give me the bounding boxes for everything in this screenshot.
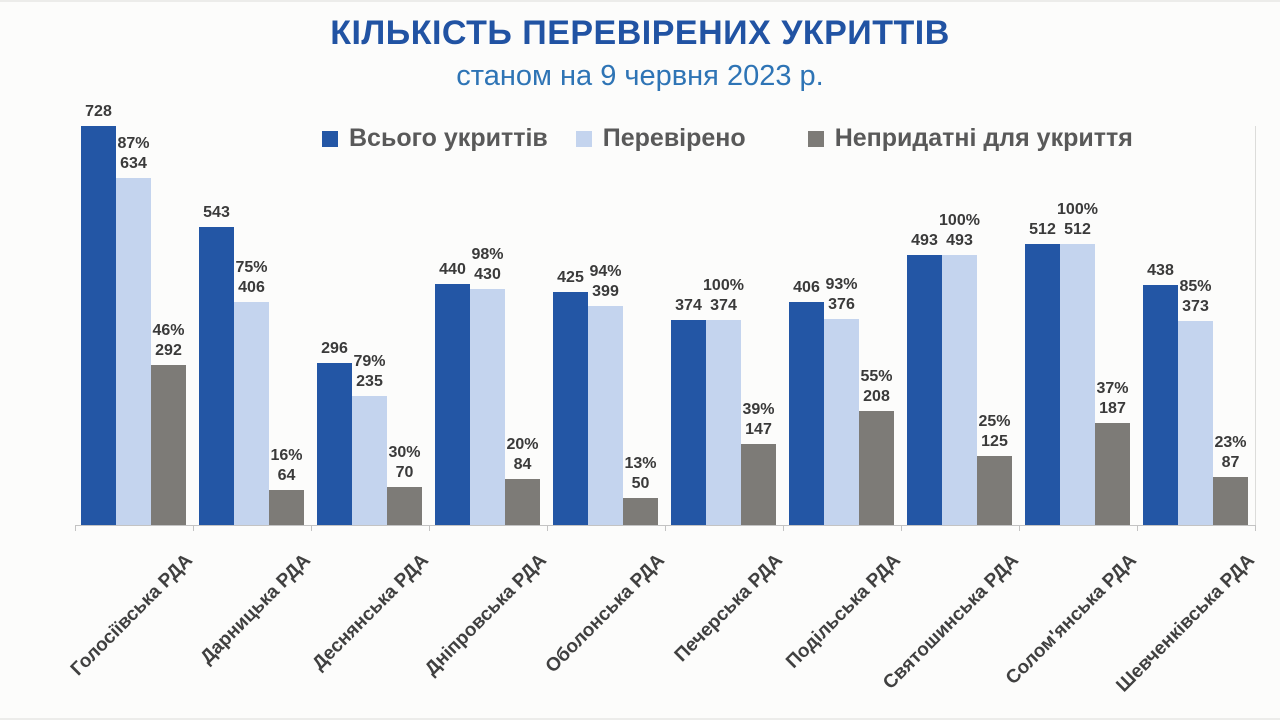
bar-label-checked-8: 100% 512 xyxy=(1057,201,1098,238)
bar-unfit-9 xyxy=(1213,477,1248,525)
bar-unfit-5 xyxy=(741,444,776,525)
legend-swatch-unfit-icon xyxy=(807,130,824,147)
category-group: 440 98% 430 20% 84 xyxy=(429,126,547,525)
bar-label-total-1: 543 xyxy=(203,204,230,221)
axis-tick xyxy=(901,525,902,531)
x-axis-labels: Голосіївська РДА Дарницька РДА Деснянська … xyxy=(67,526,1259,716)
plot-area: 728 87% 634 46% 292 543 75% 406 16% 64 296 79% 235 30… xyxy=(75,103,1256,531)
bar-label-total-7: 493 xyxy=(911,232,938,249)
bar-total-7 xyxy=(907,255,942,525)
bar-unfit-3 xyxy=(505,479,540,525)
bar-total-8 xyxy=(1025,244,1060,525)
axis-tick xyxy=(547,525,548,531)
bar-checked-8 xyxy=(1060,244,1095,525)
bar-label-checked-9: 85% 373 xyxy=(1179,278,1212,315)
legend-swatch-total-icon xyxy=(322,130,338,147)
bar-unfit-1 xyxy=(269,490,304,525)
bar-label-unfit-5: 39% 147 xyxy=(742,401,775,438)
bar-label-total-4: 425 xyxy=(557,269,584,286)
bar-label-total-9: 438 xyxy=(1147,262,1174,279)
bar-total-0 xyxy=(81,126,116,525)
bar-label-checked-6: 93% 376 xyxy=(825,276,858,313)
category-group: 374 100% 374 39% 147 xyxy=(665,126,783,525)
bar-checked-3 xyxy=(470,289,505,525)
bar-checked-6 xyxy=(824,319,859,525)
legend-item-checked: Перевірено xyxy=(575,124,746,153)
bar-label-total-6: 406 xyxy=(793,279,820,296)
bar-label-checked-1: 75% 406 xyxy=(235,259,268,296)
bar-label-checked-2: 79% 235 xyxy=(353,353,386,390)
bar-label-unfit-8: 37% 187 xyxy=(1096,380,1129,417)
legend-label-total: Всього укриттів xyxy=(349,124,548,152)
bar-checked-9 xyxy=(1178,321,1213,525)
bar-label-total-5: 374 xyxy=(675,297,702,314)
category-group: 728 87% 634 46% 292 xyxy=(75,103,193,525)
axis-tick xyxy=(193,525,194,531)
bar-total-9 xyxy=(1143,285,1178,525)
axis-tick xyxy=(75,525,76,531)
bar-label-total-8: 512 xyxy=(1029,221,1056,238)
category-group: 543 75% 406 16% 64 xyxy=(193,126,311,525)
bar-unfit-8 xyxy=(1095,423,1130,525)
category-group: 493 100% 493 25% 125 xyxy=(901,126,1019,525)
bar-label-checked-7: 100% 493 xyxy=(939,212,980,249)
axis-tick xyxy=(1019,525,1020,531)
category-group: 406 93% 376 55% 208 xyxy=(783,126,901,525)
category-group: 425 94% 399 13% 50 xyxy=(547,126,665,525)
bar-label-unfit-7: 25% 125 xyxy=(978,413,1011,450)
legend-item-total: Всього укриттів xyxy=(322,124,548,153)
axis-tick xyxy=(665,525,666,531)
bar-checked-1 xyxy=(234,302,269,525)
legend-swatch-checked-icon xyxy=(575,130,592,147)
bar-label-unfit-2: 30% 70 xyxy=(388,444,421,481)
bar-total-3 xyxy=(435,284,470,525)
bar-checked-2 xyxy=(352,396,387,525)
bar-label-checked-0: 87% 634 xyxy=(117,135,150,172)
bar-label-unfit-1: 16% 64 xyxy=(270,447,303,484)
bar-checked-7 xyxy=(942,255,977,525)
axis-tick xyxy=(783,525,784,531)
bar-label-checked-4: 94% 399 xyxy=(589,263,622,300)
bar-total-5 xyxy=(671,320,706,525)
bar-checked-0 xyxy=(116,178,151,525)
axis-tick xyxy=(429,525,430,531)
x-axis-label-9: Шевченківська РДА xyxy=(1112,550,1259,697)
bar-label-total-0: 728 xyxy=(85,103,112,120)
bar-label-unfit-3: 20% 84 xyxy=(506,436,539,473)
bar-label-unfit-4: 13% 50 xyxy=(624,455,657,492)
axis-tick xyxy=(1255,525,1256,531)
bar-checked-5 xyxy=(706,320,741,525)
category-group: 296 79% 235 30% 70 xyxy=(311,126,429,525)
bar-total-6 xyxy=(789,302,824,525)
bar-checked-4 xyxy=(588,306,623,525)
bar-unfit-2 xyxy=(387,487,422,525)
legend-label-checked: Перевірено xyxy=(602,124,746,152)
bar-unfit-0 xyxy=(151,365,186,525)
legend-label-unfit: Непридатні для укриття xyxy=(834,124,1133,152)
chart-legend: Всього укриттів Перевірено Непридатні дл… xyxy=(322,124,1133,153)
category-group: 438 85% 373 23% 87 xyxy=(1137,126,1255,525)
bar-total-4 xyxy=(553,292,588,525)
bar-label-unfit-0: 46% 292 xyxy=(152,322,185,359)
bar-unfit-7 xyxy=(977,456,1012,525)
bar-label-checked-5: 100% 374 xyxy=(703,277,744,314)
bar-total-1 xyxy=(199,227,234,525)
axis-tick xyxy=(311,525,312,531)
bar-label-unfit-6: 55% 208 xyxy=(860,368,893,405)
bar-label-unfit-9: 23% 87 xyxy=(1214,434,1247,471)
chart-title: КІЛЬКІСТЬ ПЕРЕВІРЕНИХ УКРИТТІВ xyxy=(330,14,950,52)
bar-label-total-2: 296 xyxy=(321,340,348,357)
bar-unfit-4 xyxy=(623,498,658,525)
bar-label-total-3: 440 xyxy=(439,261,466,278)
chart-subtitle: станом на 9 червня 2023 р. xyxy=(456,60,824,92)
category-group: 512 100% 512 37% 187 xyxy=(1019,126,1137,525)
bar-total-2 xyxy=(317,363,352,525)
axis-tick xyxy=(1137,525,1138,531)
bar-label-checked-3: 98% 430 xyxy=(471,246,504,283)
legend-item-unfit: Непридатні для укриття xyxy=(807,124,1133,153)
bar-unfit-6 xyxy=(859,411,894,525)
